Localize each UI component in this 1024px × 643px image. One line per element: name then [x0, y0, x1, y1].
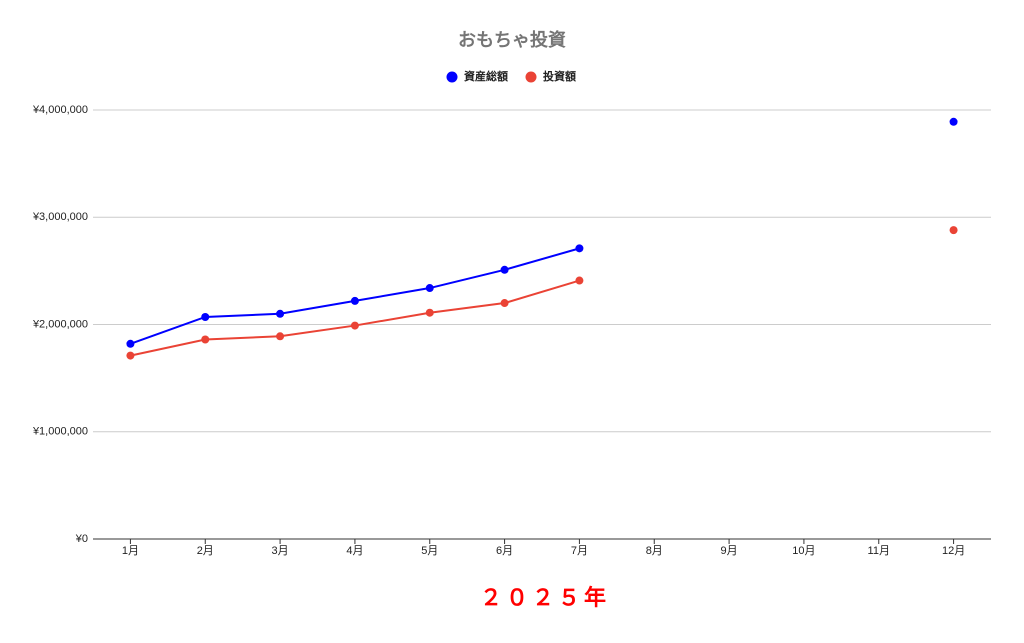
data-point: [126, 351, 135, 360]
data-point: [350, 296, 359, 305]
x-tick-label: 3月: [272, 545, 289, 557]
data-point: [575, 276, 584, 285]
data-point: [350, 321, 359, 330]
data-point: [276, 332, 285, 341]
legend-label: 投資額: [543, 69, 576, 83]
x-axis-label: ２０２５年: [480, 585, 610, 610]
y-tick-label: ¥1,000,000: [32, 426, 88, 438]
y-tick-label: ¥0: [75, 533, 88, 545]
chart-title: おもちゃ投資: [458, 29, 566, 50]
data-point: [949, 226, 958, 235]
y-tick-label: ¥2,000,000: [32, 318, 88, 330]
x-tick-label: 4月: [346, 545, 363, 557]
data-point: [575, 244, 584, 253]
data-point: [201, 312, 210, 321]
x-tick-label: 11月: [868, 545, 890, 557]
data-point: [201, 335, 210, 344]
y-tick-label: ¥3,000,000: [32, 211, 88, 223]
data-point: [500, 299, 509, 308]
legend-marker: [525, 71, 537, 83]
x-tick-label: 10月: [792, 545, 815, 557]
legend-marker: [446, 71, 458, 83]
data-point: [126, 339, 135, 348]
x-tick-label: 6月: [496, 545, 513, 557]
data-point: [500, 265, 509, 274]
data-point: [276, 309, 285, 318]
data-point: [425, 284, 434, 293]
data-point: [425, 308, 434, 317]
x-tick-label: 8月: [646, 545, 663, 557]
x-tick-label: 1月: [122, 545, 139, 557]
x-tick-label: 5月: [421, 545, 438, 557]
y-tick-label: ¥4,000,000: [32, 104, 88, 116]
x-tick-label: 2月: [197, 545, 214, 557]
data-point: [949, 117, 958, 126]
x-tick-label: 12月: [942, 545, 965, 557]
legend-label: 資産総額: [464, 69, 508, 83]
x-tick-label: 7月: [571, 545, 588, 557]
x-tick-label: 9月: [721, 545, 738, 557]
